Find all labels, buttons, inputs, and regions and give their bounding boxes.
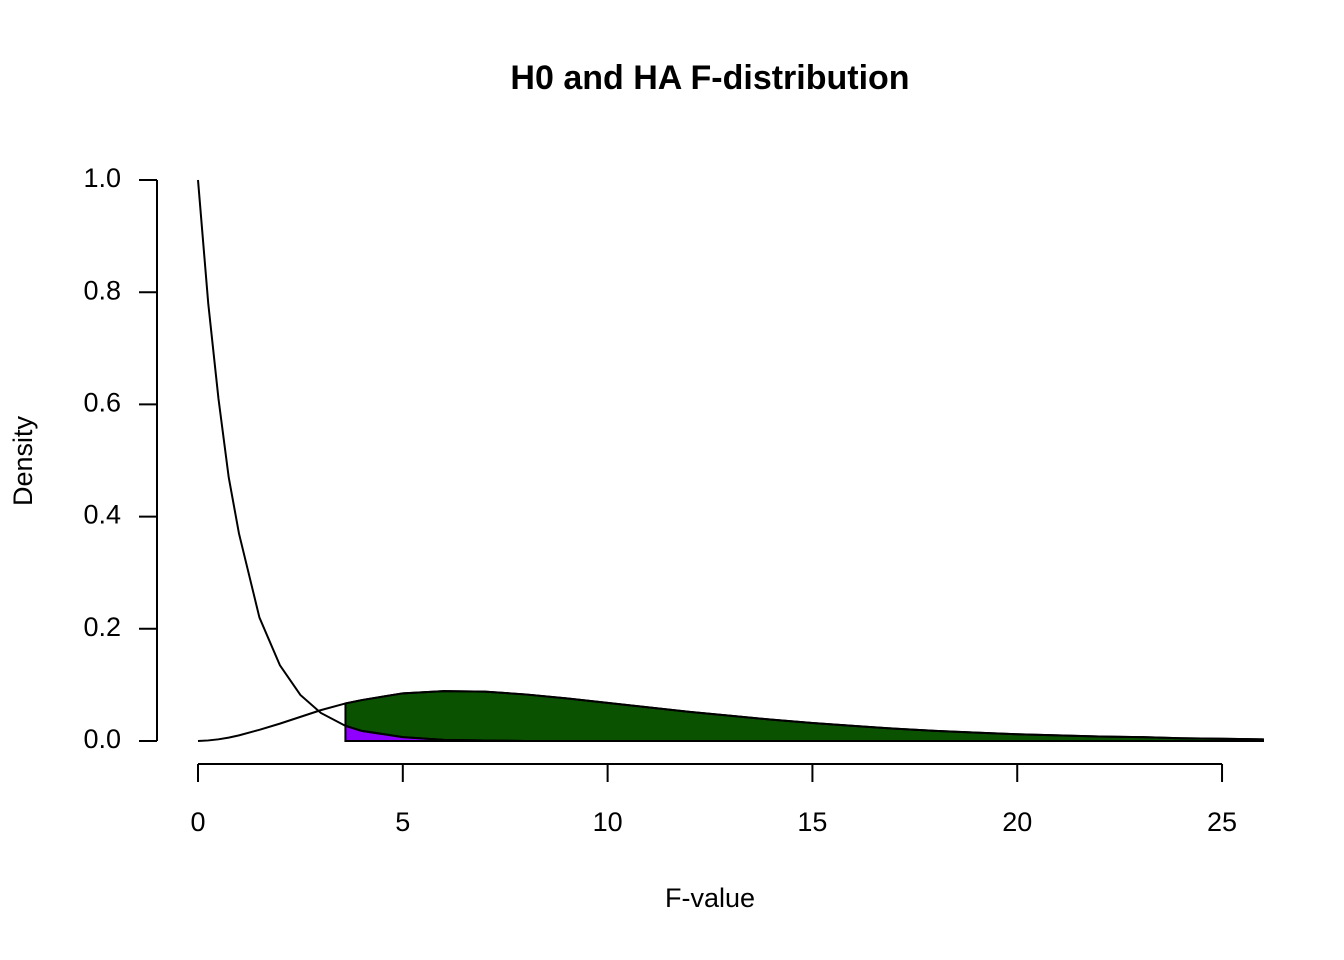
y-axis-label: Density [8,415,38,506]
x-tick-label: 10 [593,807,623,837]
density-curve [197,690,1264,742]
y-tick-label: 1.0 [83,163,121,193]
x-tick-label: 25 [1207,807,1237,837]
x-tick-label: 20 [1002,807,1032,837]
density-curve [197,179,1263,742]
chart-title: H0 and HA F-distribution [510,59,909,97]
y-tick-label: 0.6 [83,388,121,418]
x-axis-label: F-value [665,883,755,913]
x-tick-label: 5 [395,807,410,837]
x-tick-label: 15 [797,807,827,837]
y-tick-label: 0.2 [83,612,121,642]
y-tick-label: 0.4 [83,500,121,530]
y-tick-label: 0.8 [83,275,121,305]
x-tick-label: 0 [190,807,205,837]
y-tick-label: 0.0 [83,724,121,754]
shaded-area [344,690,1264,742]
